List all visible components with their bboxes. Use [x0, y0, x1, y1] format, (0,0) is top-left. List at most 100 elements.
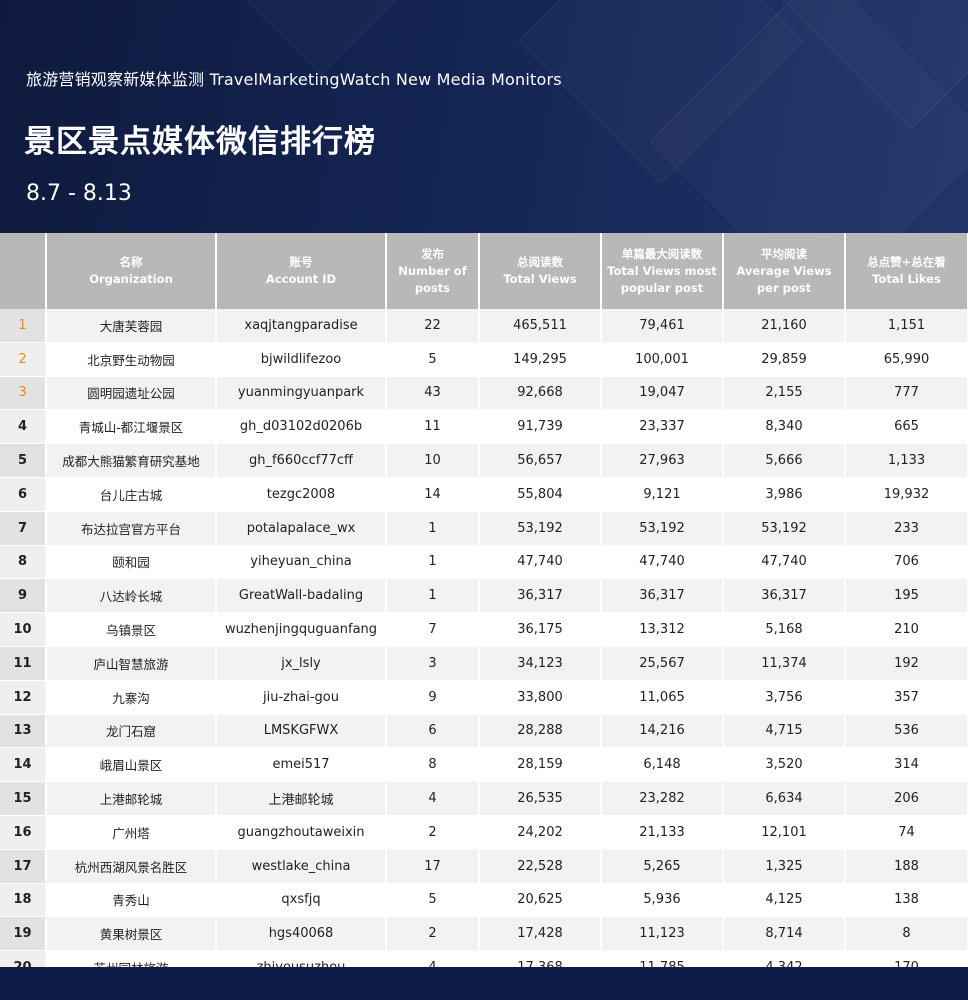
date-range: 8.7 - 8.13	[26, 181, 132, 206]
organization-cell: 乌镇景区	[46, 612, 217, 647]
total-likes-cell: 665	[845, 409, 968, 445]
max-views-cell: 11,065	[601, 680, 724, 715]
rank-column-header	[0, 233, 47, 309]
account-id-cell: yuanmingyuanpark	[216, 376, 387, 411]
organization-cell: 龙门石窟	[46, 714, 217, 749]
total-likes-cell: 314	[845, 747, 968, 783]
avg-views-cell: 5,168	[723, 612, 846, 647]
account-id-cell: westlake_china	[216, 849, 387, 884]
table-row: 13 龙门石窟 LMSKGFWX 6 28,288 14,216 4,715 536	[0, 714, 968, 749]
posts-cell: 4	[386, 781, 480, 816]
account-id-cell: tezgc2008	[216, 477, 387, 512]
rank-cell: 16	[0, 815, 47, 850]
total-views-cell: 47,740	[479, 545, 602, 580]
total-likes-cell: 357	[845, 680, 968, 715]
total-views-cell: 91,739	[479, 409, 602, 445]
table-row: 18 青秀山 qxsfjq 5 20,625 5,936 4,125 138	[0, 883, 968, 918]
total-likes-cell: 19,932	[845, 477, 968, 512]
total-likes-cell: 206	[845, 781, 968, 816]
total-likes-cell: 138	[845, 883, 968, 918]
total-likes-cell: 1,151	[845, 309, 968, 343]
rank-cell: 18	[0, 883, 47, 918]
account-id-cell: emei517	[216, 747, 387, 783]
total-views-cell: 28,159	[479, 747, 602, 783]
avg-views-cell: 53,192	[723, 511, 846, 546]
page-title: 景区景点媒体微信排行榜	[24, 124, 376, 160]
total-likes-cell: 8	[845, 916, 968, 952]
max-views-cell: 47,740	[601, 545, 724, 580]
posts-cell: 5	[386, 883, 480, 918]
rank-cell: 1	[0, 309, 47, 343]
footer-bar	[0, 967, 968, 1000]
organization-cell: 杭州西湖风景名胜区	[46, 849, 217, 884]
organization-cell: 广州塔	[46, 815, 217, 850]
posts-cell: 1	[386, 511, 480, 546]
avg-views-cell: 3,986	[723, 477, 846, 512]
ranking-table: 名称 Organization 账号 Account ID 发布 Number of …	[0, 233, 968, 985]
max-views-cell: 25,567	[601, 646, 724, 681]
account-id-cell: GreatWall-badaling	[216, 578, 387, 614]
avg-views-cell: 2,155	[723, 376, 846, 411]
account-id-cell: 上港邮轮城	[216, 781, 387, 816]
table-row: 15 上港邮轮城 上港邮轮城 4 26,535 23,282 6,634 206	[0, 781, 968, 816]
account-id-cell: yiheyuan_china	[216, 545, 387, 580]
avg-views-cell: 47,740	[723, 545, 846, 580]
organization-cell: 台儿庄古城	[46, 477, 217, 512]
table-header-row: 名称 Organization 账号 Account ID 发布 Number of …	[0, 233, 968, 309]
posts-cell: 3	[386, 646, 480, 681]
organization-cell: 青秀山	[46, 883, 217, 918]
rank-cell: 3	[0, 376, 47, 411]
max-views-cell: 14,216	[601, 714, 724, 749]
posts-cell: 10	[386, 443, 480, 478]
rank-cell: 10	[0, 612, 47, 647]
ranking-table-container: 名称 Organization 账号 Account ID 发布 Number of …	[0, 233, 968, 985]
header-banner: 旅游营销观察新媒体监测 TravelMarketingWatch New Med…	[0, 0, 968, 233]
total-likes-cell: 777	[845, 376, 968, 411]
organization-cell: 九寨沟	[46, 680, 217, 715]
organization-cell: 庐山智慧旅游	[46, 646, 217, 681]
total-views-cell: 56,657	[479, 443, 602, 478]
total-views-cell: 36,175	[479, 612, 602, 647]
rank-cell: 12	[0, 680, 47, 715]
organization-cell: 圆明园遗址公园	[46, 376, 217, 411]
account-id-cell: bjwildlifezoo	[216, 342, 387, 377]
avg-views-cell: 11,374	[723, 646, 846, 681]
rank-cell: 15	[0, 781, 47, 816]
table-row: 10 乌镇景区 wuzhenjingquguanfang 7 36,175 13,312 5…	[0, 612, 968, 647]
total-likes-cell: 536	[845, 714, 968, 749]
max-views-cell: 36,317	[601, 578, 724, 614]
total-likes-cell: 706	[845, 545, 968, 580]
max-views-cell: 6,148	[601, 747, 724, 783]
avg-views-cell: 21,160	[723, 309, 846, 343]
total-likes-cell: 195	[845, 578, 968, 614]
total-likes-cell: 192	[845, 646, 968, 681]
posts-cell: 7	[386, 612, 480, 647]
avg-views-cell: 3,520	[723, 747, 846, 783]
account-id-cell: qxsfjq	[216, 883, 387, 918]
total-views-cell: 17,428	[479, 916, 602, 952]
column-header-total-views: 总阅读数 Total Views	[479, 233, 602, 309]
max-views-cell: 23,337	[601, 409, 724, 445]
account-id-cell: jiu-zhai-gou	[216, 680, 387, 715]
table-row: 9 八达岭长城 GreatWall-badaling 1 36,317 36,317 36,…	[0, 578, 968, 614]
column-header-organization: 名称 Organization	[46, 233, 217, 309]
max-views-cell: 13,312	[601, 612, 724, 647]
avg-views-cell: 4,125	[723, 883, 846, 918]
max-views-cell: 79,461	[601, 309, 724, 343]
avg-views-cell: 5,666	[723, 443, 846, 478]
total-views-cell: 24,202	[479, 815, 602, 850]
rank-cell: 17	[0, 849, 47, 884]
total-views-cell: 53,192	[479, 511, 602, 546]
posts-cell: 43	[386, 376, 480, 411]
table-row: 19 黄果树景区 hgs40068 2 17,428 11,123 8,714 8	[0, 916, 968, 952]
total-views-cell: 20,625	[479, 883, 602, 918]
posts-cell: 14	[386, 477, 480, 512]
decor-diamond	[206, 0, 436, 76]
organization-cell: 黄果树景区	[46, 916, 217, 952]
posts-cell: 11	[386, 409, 480, 445]
total-likes-cell: 233	[845, 511, 968, 546]
rank-cell: 9	[0, 578, 47, 614]
avg-views-cell: 29,859	[723, 342, 846, 377]
column-header-avg-views: 平均阅读 Average Views per post	[723, 233, 846, 309]
organization-cell: 峨眉山景区	[46, 747, 217, 783]
